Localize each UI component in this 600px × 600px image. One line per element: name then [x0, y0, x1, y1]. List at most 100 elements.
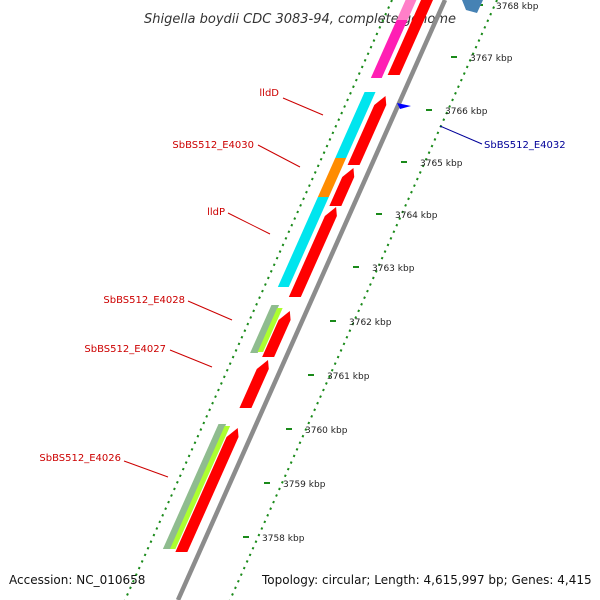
- tick-label: 3759 kbp: [283, 480, 326, 490]
- tick-dot: [240, 335, 244, 339]
- label-sbbs512-e4027[interactable]: SbBS512_E4027: [84, 344, 166, 355]
- tick-dot: [322, 388, 325, 392]
- tick-dot: [131, 579, 135, 583]
- map-title: Shigella boydii CDC 3083-94, complete ge…: [144, 12, 456, 27]
- tick-dot: [161, 513, 165, 517]
- gene-sbbs512-e4028[interactable]: [250, 305, 280, 353]
- tick-dot: [275, 256, 279, 260]
- label-lldd[interactable]: lldD: [259, 88, 279, 99]
- tick-dot: [468, 58, 472, 62]
- tick-dot: [486, 19, 490, 23]
- tick-dot: [302, 197, 305, 201]
- tick-dot: [386, 243, 390, 247]
- tick-dot: [283, 474, 287, 478]
- gene-forward[interactable]: [288, 207, 337, 297]
- tick-dot: [371, 276, 375, 280]
- tick-dot: [448, 105, 451, 108]
- tick-dot: [374, 269, 378, 273]
- accession-text: Accession: NC_010658: [9, 573, 146, 587]
- tick-dot: [308, 184, 311, 188]
- tick-dot: [208, 408, 212, 412]
- gene-forward[interactable]: [347, 96, 387, 165]
- tick-dot: [287, 230, 291, 234]
- outer-tick-ring: [123, 0, 393, 600]
- gene-lldp[interactable]: [277, 197, 329, 287]
- tick-dot: [495, 0, 498, 3]
- tick-dot: [489, 12, 493, 16]
- tick-dot: [401, 210, 405, 214]
- tick-dot: [492, 6, 495, 10]
- tick-dot: [126, 593, 129, 596]
- label-sbbs512-e4030[interactable]: SbBS512_E4030: [172, 140, 254, 151]
- tick-dot: [387, 6, 390, 10]
- tick-dot: [451, 98, 454, 102]
- tick-dot: [260, 527, 264, 530]
- tick-dot: [418, 171, 422, 174]
- tick-dot: [342, 342, 346, 346]
- tick-dot: [471, 52, 475, 56]
- gene-forward[interactable]: [239, 360, 269, 408]
- tick-dot: [310, 177, 314, 181]
- gene-sbbs512-e4030[interactable]: [317, 158, 347, 197]
- tick-dot: [407, 197, 410, 201]
- gene-sbbs512-e4032[interactable]: [397, 103, 411, 109]
- tick-dot: [352, 85, 355, 89]
- gene-reverse[interactable]: [396, 0, 417, 20]
- gene-reverse[interactable]: [370, 20, 408, 78]
- tick-dot: [222, 375, 226, 379]
- tick-dot: [249, 316, 253, 319]
- tick-dot: [202, 421, 206, 425]
- tick-dot: [319, 395, 322, 399]
- tick-dot: [296, 210, 300, 214]
- label-sbbs512-e4032[interactable]: SbBS512_E4032: [484, 140, 566, 151]
- tick-dot: [334, 124, 338, 128]
- gene-forward[interactable]: [387, 0, 433, 75]
- tick-dot: [272, 263, 276, 267]
- label-lldp[interactable]: lldP: [207, 207, 225, 218]
- tick-dot: [266, 276, 270, 280]
- gene-forward[interactable]: [262, 311, 291, 357]
- tick-dot: [281, 243, 285, 247]
- tick-dot: [158, 520, 162, 524]
- tick-dot: [143, 553, 147, 557]
- gene-lldd[interactable]: [335, 92, 376, 158]
- tick-dot: [278, 250, 282, 253]
- label-sbbs512-e4026[interactable]: SbBS512_E4026: [39, 453, 121, 464]
- tick-dot: [336, 355, 340, 359]
- tick-dot: [217, 388, 220, 392]
- gene-sbbs512-e4028-b[interactable]: [257, 308, 283, 352]
- tick-dot: [366, 52, 370, 56]
- tick-dot: [424, 157, 428, 161]
- tick-dot: [129, 586, 132, 590]
- gene-top-right[interactable]: [462, 0, 483, 13]
- tick-dot: [330, 368, 334, 372]
- tick-dot: [389, 236, 393, 240]
- tick-dot: [254, 540, 258, 544]
- tick-dot: [369, 283, 372, 286]
- tick-dot: [331, 131, 335, 135]
- gene-sbbs512-e4026[interactable]: [162, 424, 227, 549]
- gene-forward[interactable]: [329, 168, 355, 206]
- tick-dot: [155, 527, 159, 530]
- tick-label: 3763 kbp: [372, 264, 415, 274]
- tick-dot: [404, 203, 407, 207]
- tick-dot: [316, 164, 320, 168]
- tick-dot: [137, 566, 141, 570]
- gene-forward[interactable]: [175, 428, 239, 552]
- tick-dot: [366, 289, 369, 293]
- tick-label: 3768 kbp: [496, 2, 539, 12]
- tick-dot: [237, 342, 241, 346]
- label-sbbs512-e4028[interactable]: SbBS512_E4028: [103, 295, 185, 306]
- tick-dot: [477, 39, 481, 42]
- tick-dot: [269, 269, 273, 273]
- tick-dot: [214, 395, 217, 399]
- reverse-strand-genes: [162, 0, 417, 549]
- tick-dot: [442, 118, 446, 122]
- topology-text: Topology: circular; Length: 4,615,997 bp…: [262, 573, 592, 587]
- tick-dot: [170, 494, 173, 497]
- tick-dot: [190, 447, 194, 451]
- gene-sbbs512-e4026-b[interactable]: [169, 426, 231, 549]
- tick-dot: [454, 91, 457, 95]
- tick-dot: [413, 184, 416, 188]
- forward-strand-genes: [175, 0, 433, 552]
